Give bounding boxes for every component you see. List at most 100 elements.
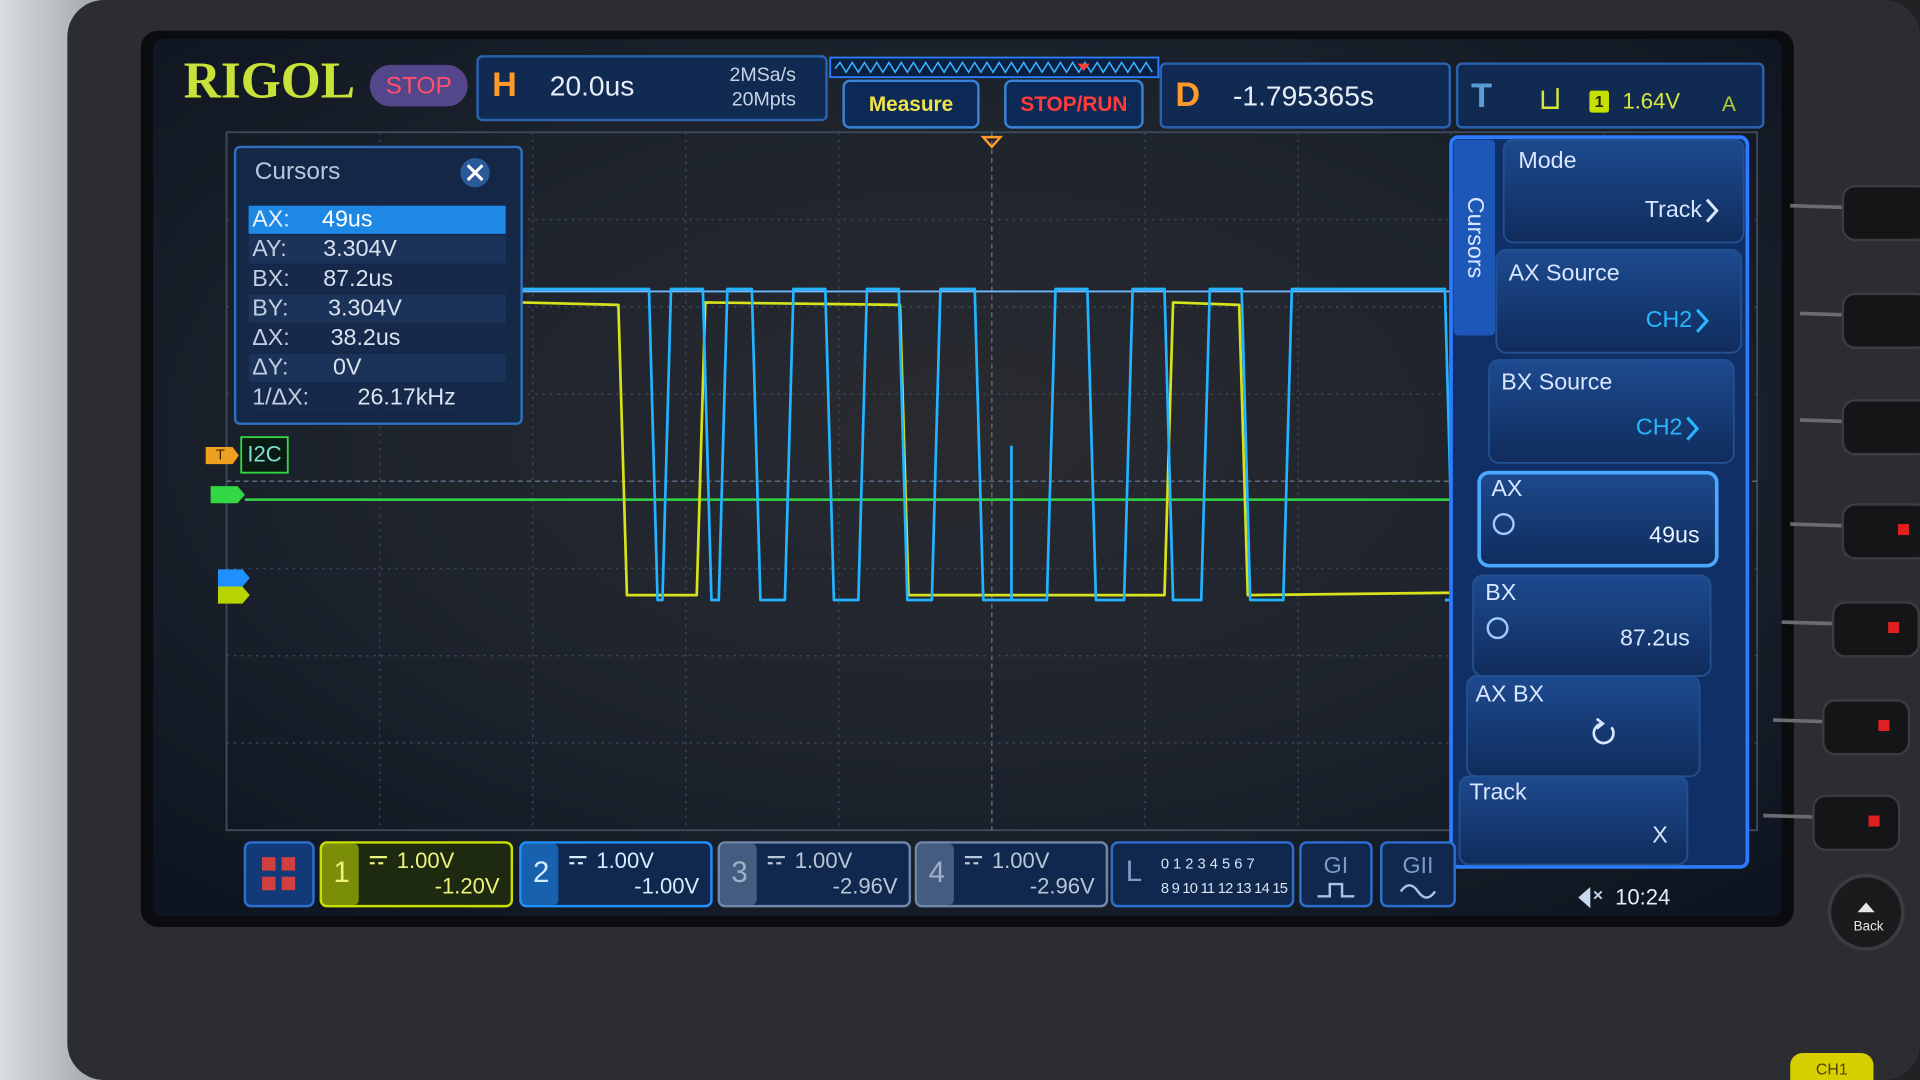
generator-2-button[interactable] (1380, 841, 1456, 908)
trigger-position-marker (980, 135, 1004, 149)
channel-box[interactable] (319, 841, 514, 908)
generator-1-button[interactable] (1299, 841, 1373, 908)
menu-key[interactable] (1841, 292, 1920, 349)
menu-item-label: AX (1491, 475, 1523, 501)
pulse-icon (1317, 882, 1355, 898)
side-menu-tab (1453, 139, 1496, 336)
delay-label: D (1175, 76, 1200, 114)
channel-boxes: 1 1.00V-1.20V 2 1.00V-1.00V 3 1.00V-2.96V 4 1.0… (319, 841, 1109, 908)
sine-icon (1399, 884, 1437, 899)
side-menu-title: Cursors (1463, 197, 1489, 278)
ch1-marker (217, 586, 250, 604)
ch2-marker (217, 569, 250, 587)
stop-run-button[interactable] (1004, 79, 1144, 129)
timebase: 20.0us (550, 71, 635, 102)
menu-item[interactable] (1488, 359, 1735, 464)
cursor-row-value: 0V (333, 354, 362, 380)
trigger-level-marker-label: T (216, 447, 225, 463)
channel-offset: -1.00V (634, 874, 699, 899)
channel-number: 2 (533, 856, 549, 889)
bus-marker (210, 486, 245, 504)
cursor-rows: AX: 49us AY: 3.304V BX: 87.2us BY: 3.304V ΔX: 38.… (248, 206, 506, 412)
dc-coupling-icon (767, 856, 785, 865)
logic-box[interactable] (1110, 841, 1295, 908)
app-menu-icon (262, 857, 296, 891)
key-led (1888, 622, 1900, 634)
measure-button[interactable] (842, 79, 980, 129)
measure-label: Measure (869, 93, 953, 116)
stop-run-label: STOP/RUN (1020, 93, 1127, 116)
menu-item-label: BX (1485, 579, 1517, 605)
icon-square (262, 857, 276, 871)
screen (153, 39, 1782, 916)
knob-icon (1492, 513, 1515, 536)
menu-item-label: BX Source (1501, 368, 1612, 394)
key-led (1878, 720, 1890, 732)
menu-key[interactable] (1831, 601, 1920, 658)
delay-box[interactable] (1159, 62, 1452, 129)
icon-square (262, 876, 276, 891)
channel-number: 4 (929, 856, 945, 889)
channel-offset: -2.96V (833, 874, 898, 899)
channel-stripe (521, 843, 559, 905)
menu-item-label: Track (1469, 779, 1527, 805)
icon-square (281, 876, 296, 891)
trigger-level-marker (205, 446, 239, 465)
menu-key[interactable] (1841, 503, 1920, 560)
cursor-row-label: AY: (252, 235, 286, 261)
menu-key[interactable] (1841, 184, 1920, 242)
logic-bits-high: 8 9 10 11 12 13 14 15 (1161, 881, 1288, 897)
channel-offset: -2.96V (1030, 874, 1095, 899)
trigger-mode: A (1722, 93, 1736, 116)
cursor-row-label: AX: (252, 206, 289, 232)
channel-stripe (917, 843, 954, 905)
ch1-key[interactable] (1790, 1053, 1874, 1080)
channel-box[interactable] (914, 841, 1109, 908)
sample-rate: 2MSa/s (730, 64, 797, 86)
menu-item[interactable] (1502, 138, 1745, 244)
menu-key[interactable] (1812, 794, 1901, 852)
bus-label: I2C (247, 441, 281, 466)
cursor-row-label: 1/ΔX: (252, 383, 309, 409)
dc-coupling-icon (369, 856, 387, 865)
menu-item-value: CH2 (1646, 306, 1693, 332)
delay: -1.795365s (1233, 80, 1374, 111)
menu-item-value: 87.2us (1620, 624, 1690, 650)
horizontal-box[interactable] (476, 55, 828, 122)
menu-keys (1763, 184, 1920, 852)
cursor-row-label: ΔY: (252, 354, 288, 380)
cursor-row (248, 235, 506, 264)
cursor-row-value: 3.304V (328, 294, 402, 320)
channel-box[interactable] (519, 841, 713, 908)
menu-item[interactable] (1458, 775, 1689, 866)
trigger-channel-badge (1589, 90, 1609, 113)
close-icon (466, 164, 484, 182)
channel-scale: 1.00V (397, 848, 455, 873)
overview-window-marker (1077, 63, 1090, 72)
trigger-box[interactable] (1455, 62, 1765, 129)
menu-key[interactable] (1841, 399, 1920, 456)
menu-item[interactable] (1477, 470, 1719, 568)
cursor-row (248, 353, 506, 383)
cursor-row-value: 49us (322, 206, 372, 232)
clock: 10:24 (1615, 885, 1670, 910)
channel-box[interactable] (717, 841, 912, 908)
app-menu-button[interactable] (243, 841, 315, 908)
cursor-row (248, 383, 506, 412)
menu-item-arrow (1695, 308, 1709, 333)
speaker-icon (1578, 886, 1603, 909)
channel-scale: 1.00V (596, 848, 654, 873)
logic-label: L (1126, 855, 1142, 888)
trigger-edge-icon (1541, 88, 1559, 109)
cursors-panel-title: Cursors (255, 158, 341, 185)
menu-key[interactable] (1822, 699, 1911, 756)
menu-item[interactable] (1495, 248, 1743, 354)
memory-overview-wave (834, 60, 1153, 74)
ch2-trace (520, 287, 1455, 602)
ch1-key-label: CH1 (1816, 1061, 1848, 1078)
back-key-label: Back (1854, 919, 1884, 934)
trigger-label: T (1471, 77, 1492, 115)
menu-item-label: AX Source (1509, 259, 1620, 285)
cursor-row-value: 38.2us (331, 324, 401, 350)
